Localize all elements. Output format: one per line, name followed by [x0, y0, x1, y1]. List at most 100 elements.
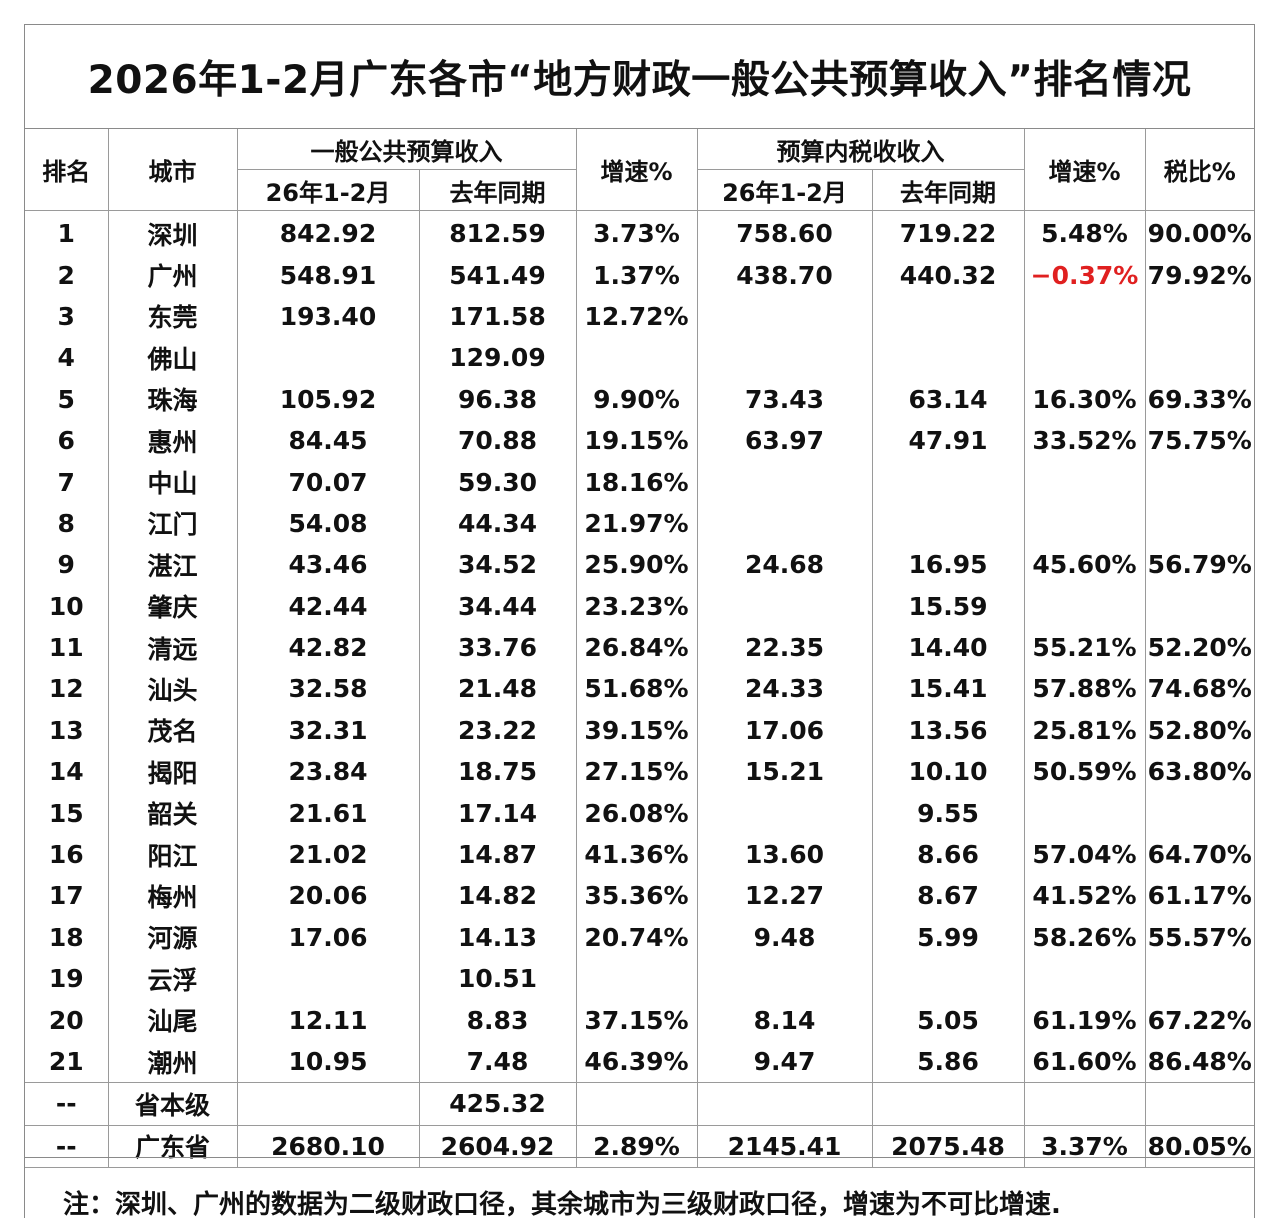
- cell-rank: 21: [25, 1040, 109, 1083]
- header-tax-ratio: 税比%: [1144, 129, 1254, 211]
- header-rank: 排名: [25, 129, 109, 211]
- cell-tax-ratio: [1144, 295, 1254, 338]
- cell-tax-ratio: 80.05%: [1144, 1124, 1254, 1168]
- cell-tax-last-year: 5.05: [871, 999, 1025, 1041]
- cell-rank: 3: [25, 295, 109, 338]
- cell-general-current: [236, 337, 420, 379]
- cell-tax-last-year: 63.14: [871, 378, 1025, 420]
- cell-tax-ratio: [1144, 502, 1254, 545]
- header-tax-last-year: 去年同期: [871, 169, 1024, 211]
- cell-tax-last-year: 440.32: [871, 254, 1025, 296]
- cell-tax-growth: [1023, 585, 1146, 627]
- cell-general-last-year: 44.34: [418, 502, 577, 545]
- cell-city: 东莞: [107, 295, 238, 338]
- cell-tax-last-year: 9.55: [871, 792, 1025, 834]
- header-general-last-year: 去年同期: [418, 169, 577, 211]
- table-row: 5 珠海 105.92 96.38 9.90% 73.43 63.14 16.30% 69.33…: [25, 378, 1254, 420]
- cell-general-growth: 25.90%: [575, 544, 698, 586]
- cell-tax-last-year: [871, 502, 1025, 545]
- cell-general-current: 548.91: [236, 254, 420, 296]
- cell-tax-last-year: 14.40: [871, 626, 1025, 669]
- cell-general-growth: 35.36%: [575, 875, 698, 917]
- cell-rank: 10: [25, 585, 109, 627]
- cell-tax-last-year: 2075.48: [871, 1124, 1025, 1168]
- cell-general-current: 21.02: [236, 833, 420, 876]
- cell-tax-current: [696, 1082, 873, 1126]
- cell-tax-growth: [1023, 502, 1146, 545]
- cell-general-last-year: 59.30: [418, 461, 577, 503]
- cell-general-last-year: 17.14: [418, 792, 577, 834]
- cell-rank: 14: [25, 751, 109, 793]
- cell-general-growth: 19.15%: [575, 419, 698, 462]
- table-row: 13 茂名 32.31 23.22 39.15% 17.06 13.56 25.81% 52.8…: [25, 709, 1254, 752]
- table-row: 6 惠州 84.45 70.88 19.15% 63.97 47.91 33.52% 75.75…: [25, 419, 1254, 462]
- cell-general-current: [236, 958, 420, 1000]
- cell-tax-growth: 61.60%: [1023, 1040, 1146, 1083]
- cell-tax-growth: [1023, 295, 1146, 338]
- cell-rank: 18: [25, 916, 109, 959]
- cell-general-last-year: 14.13: [418, 916, 577, 959]
- cell-general-current: 70.07: [236, 461, 420, 503]
- cell-rank: 11: [25, 626, 109, 669]
- cell-general-current: 54.08: [236, 502, 420, 545]
- cell-rank: 15: [25, 792, 109, 834]
- cell-rank: 9: [25, 544, 109, 586]
- cell-general-last-year: 70.88: [418, 419, 577, 462]
- table-row: 12 汕头 32.58 21.48 51.68% 24.33 15.41 57.88% 74.6…: [25, 668, 1254, 710]
- cell-general-last-year: 812.59: [418, 210, 577, 255]
- cell-city: 梅州: [107, 875, 238, 917]
- cell-tax-growth: 61.19%: [1023, 999, 1146, 1041]
- cell-tax-last-year: 5.86: [871, 1040, 1025, 1083]
- cell-tax-growth: 45.60%: [1023, 544, 1146, 586]
- cell-general-growth: 51.68%: [575, 668, 698, 710]
- cell-tax-current: 17.06: [696, 709, 873, 752]
- cell-tax-ratio: [1144, 585, 1254, 627]
- cell-general-current: 17.06: [236, 916, 420, 959]
- cell-rank: 17: [25, 875, 109, 917]
- table-row: 21 潮州 10.95 7.48 46.39% 9.47 5.86 61.60% 86.48%: [25, 1040, 1254, 1083]
- cell-general-last-year: 2604.92: [418, 1124, 577, 1168]
- cell-general-growth: [575, 958, 698, 1000]
- table-row: -- 广东省 2680.10 2604.92 2.89% 2145.41 2075.48 3.…: [25, 1124, 1254, 1168]
- cell-tax-last-year: 8.66: [871, 833, 1025, 876]
- table-row: 15 韶关 21.61 17.14 26.08% 9.55: [25, 792, 1254, 834]
- cell-city: 揭阳: [107, 751, 238, 793]
- cell-rank: 2: [25, 254, 109, 296]
- cell-tax-growth: [1023, 461, 1146, 503]
- cell-tax-growth: 50.59%: [1023, 751, 1146, 793]
- cell-general-current: 42.44: [236, 585, 420, 627]
- cell-general-last-year: 33.76: [418, 626, 577, 669]
- cell-tax-last-year: 5.99: [871, 916, 1025, 959]
- cell-general-growth: 23.23%: [575, 585, 698, 627]
- cell-rank: 19: [25, 958, 109, 1000]
- cell-city: 惠州: [107, 419, 238, 462]
- header-general-budget: 一般公共预算收入: [236, 129, 577, 170]
- cell-general-last-year: 541.49: [418, 254, 577, 296]
- cell-general-growth: [575, 337, 698, 379]
- cell-general-current: 842.92: [236, 210, 420, 255]
- cell-city: 佛山: [107, 337, 238, 379]
- cell-general-last-year: 10.51: [418, 958, 577, 1000]
- cell-tax-ratio: 64.70%: [1144, 833, 1254, 876]
- cell-tax-ratio: [1144, 792, 1254, 834]
- cell-tax-current: 2145.41: [696, 1124, 873, 1168]
- cell-tax-last-year: [871, 1082, 1025, 1126]
- table-row: 2 广州 548.91 541.49 1.37% 438.70 440.32 −0.37% 79…: [25, 254, 1254, 296]
- cell-city: 阳江: [107, 833, 238, 876]
- cell-general-last-year: 96.38: [418, 378, 577, 420]
- table-body: 1 深圳 842.92 812.59 3.73% 758.60 719.22 5.48% 90.…: [25, 210, 1254, 1168]
- cell-city: 韶关: [107, 792, 238, 834]
- cell-rank: 13: [25, 709, 109, 752]
- cell-tax-ratio: 86.48%: [1144, 1040, 1254, 1083]
- table-row: 10 肇庆 42.44 34.44 23.23% 15.59: [25, 585, 1254, 627]
- cell-city: 省本级: [107, 1082, 238, 1126]
- cell-tax-current: 758.60: [696, 210, 873, 255]
- cell-rank: 12: [25, 668, 109, 710]
- table-row: 18 河源 17.06 14.13 20.74% 9.48 5.99 58.26% 55.57%: [25, 916, 1254, 959]
- cell-tax-growth: [1023, 958, 1146, 1000]
- cell-tax-growth: 33.52%: [1023, 419, 1146, 462]
- cell-rank: 7: [25, 461, 109, 503]
- cell-general-current: 193.40: [236, 295, 420, 338]
- cell-general-last-year: 14.87: [418, 833, 577, 876]
- cell-general-last-year: 129.09: [418, 337, 577, 379]
